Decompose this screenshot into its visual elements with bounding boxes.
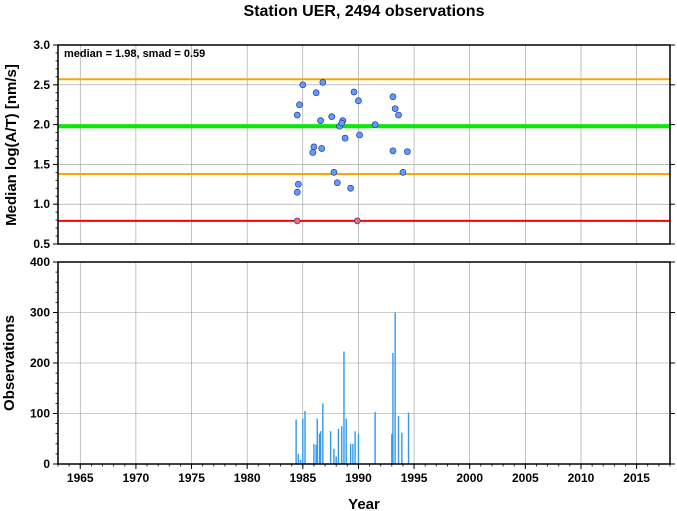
x-axis-label: Year <box>348 496 380 511</box>
x-tick-label: 1970 <box>123 471 150 485</box>
median-y-tick-label: 3.0 <box>33 38 50 52</box>
x-tick-label: 2000 <box>456 471 483 485</box>
median-point <box>333 179 341 187</box>
observation-bar <box>401 432 403 464</box>
observations-y-tick-label: 200 <box>30 356 50 370</box>
observations-y-label: Observations <box>1 315 18 411</box>
median-point <box>356 131 363 139</box>
observation-bar <box>391 433 393 464</box>
observation-bar <box>318 433 321 464</box>
observation-bar <box>352 443 354 464</box>
observations-y-tick-label: 100 <box>30 407 50 421</box>
median-grid <box>58 44 670 245</box>
median-y-tick-label: 2.5 <box>33 78 50 92</box>
median-point <box>317 117 324 124</box>
median-point <box>328 113 336 120</box>
median-point <box>347 184 354 192</box>
median-y-tick-label: 0.5 <box>33 237 50 251</box>
observation-bar <box>392 352 394 464</box>
median-point <box>319 79 327 86</box>
observation-bar <box>341 426 343 464</box>
x-tick-label: 1985 <box>289 471 316 485</box>
median-point <box>330 169 338 176</box>
observation-bar <box>315 444 317 464</box>
median-point <box>312 89 320 97</box>
median-point <box>299 81 307 89</box>
median-frame <box>57 44 671 245</box>
x-tick-label: 2005 <box>512 471 539 485</box>
median-point <box>338 119 346 127</box>
median-point <box>350 88 358 96</box>
median-point <box>399 169 407 176</box>
median-point <box>296 101 303 109</box>
median-point <box>309 149 317 156</box>
observation-bar <box>333 448 335 464</box>
median-point <box>341 134 349 142</box>
observations-bars <box>295 312 410 464</box>
median-y-ticks: 0.5 1.0 1.5 2.0 2.5 3.0 <box>33 38 675 251</box>
median-point <box>391 105 399 113</box>
observation-bar <box>407 412 410 464</box>
observation-bar <box>357 433 360 464</box>
observations-y-tick-label: 300 <box>30 306 50 320</box>
x-tick-label: 1995 <box>401 471 428 485</box>
median-point <box>389 93 397 101</box>
x-tick-label: 1965 <box>67 471 94 485</box>
median-point <box>293 111 301 119</box>
median-point <box>353 217 361 225</box>
observations-y-tick-label: 0 <box>43 457 50 471</box>
reference-lines <box>58 78 670 222</box>
median-points <box>293 79 411 225</box>
observation-bar <box>354 431 356 464</box>
median-point <box>404 148 411 156</box>
observations-grid <box>58 261 670 465</box>
median-point <box>355 97 362 105</box>
observation-bar <box>335 456 337 464</box>
median-point <box>395 111 402 119</box>
observation-bar <box>349 443 352 464</box>
observation-bar <box>394 312 396 464</box>
median-y-label: Median log(A/T) [nm/s] <box>3 64 20 226</box>
observation-bar <box>322 403 324 464</box>
observation-bar <box>302 418 304 464</box>
observation-bar <box>329 431 332 464</box>
observation-bar <box>397 416 400 464</box>
x-tick-label: 1975 <box>178 471 205 485</box>
observation-bar <box>337 428 340 464</box>
observation-bar <box>295 419 297 464</box>
median-point <box>310 143 318 151</box>
median-point <box>318 145 326 152</box>
observation-bar <box>345 418 347 464</box>
median-y-tick-label: 1.5 <box>33 157 50 171</box>
x-tick-label: 1990 <box>345 471 372 485</box>
observation-bar <box>374 411 376 464</box>
median-panel: 0.5 1.0 1.5 2.0 2.5 3.0 median = 1.98, smad =… <box>3 38 675 251</box>
observations-y-tick-label: 400 <box>30 255 50 269</box>
median-y-tick-label: 1.0 <box>33 197 50 211</box>
observation-bar <box>319 431 322 464</box>
median-point <box>293 188 301 196</box>
median-point <box>293 217 301 225</box>
x-tick-label: 1980 <box>234 471 261 485</box>
median-point <box>389 147 397 155</box>
median-annotation: median = 1.98, smad = 0.59 <box>64 48 205 60</box>
chart-title: Station UER, 2494 observations <box>244 3 485 20</box>
median-y-tick-label: 2.0 <box>33 118 50 132</box>
observation-bar <box>304 410 306 464</box>
x-tick-label: 2015 <box>623 471 650 485</box>
observation-bar <box>343 351 345 464</box>
observations-y-ticks: 0 100 200 300 400 <box>30 255 675 471</box>
median-point <box>371 121 379 128</box>
observation-bar <box>297 453 300 464</box>
median-point <box>294 180 302 188</box>
observation-bar <box>316 418 318 464</box>
observation-bar <box>313 443 315 464</box>
x-ticks: 1965 1970 1975 1980 1985 1990 1995 2000 2005 2010… <box>57 464 671 485</box>
x-tick-label: 2010 <box>568 471 595 485</box>
observation-bar <box>299 459 302 464</box>
